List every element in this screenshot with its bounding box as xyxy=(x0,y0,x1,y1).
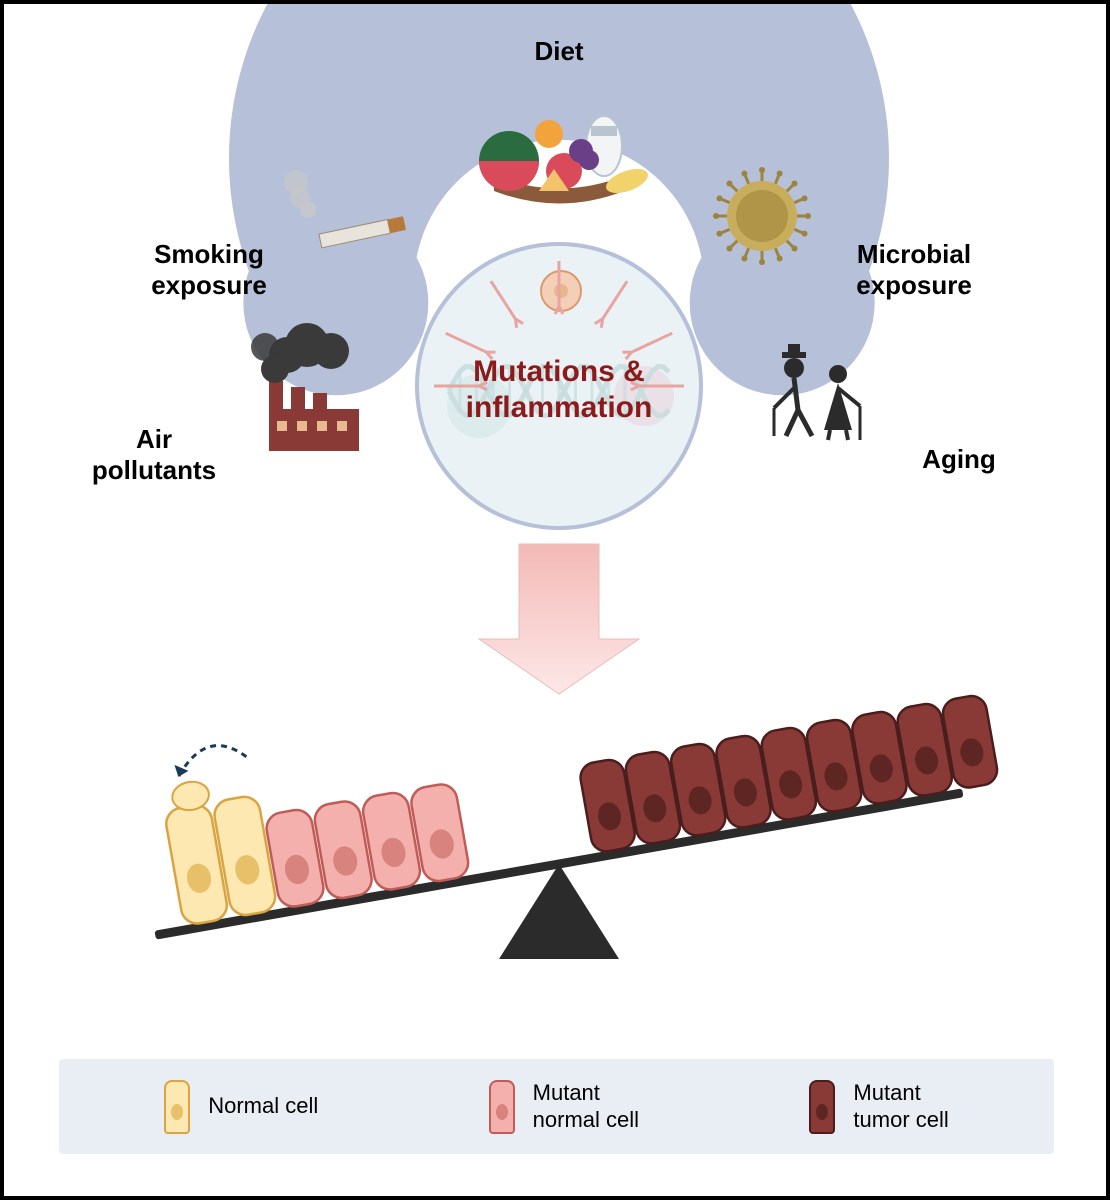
legend: Normal cell Mutant normal cell Mutant tu… xyxy=(59,1059,1054,1154)
central-label-line1: Mutations & xyxy=(473,355,645,388)
figure-frame: Mutations & inflammation Diet Smoking exp… xyxy=(0,0,1110,1200)
legend-label-normal: Normal cell xyxy=(208,1093,318,1119)
legend-label-mutant-tumor: Mutant tumor cell xyxy=(853,1080,948,1133)
legend-swatch-mutant-normal xyxy=(489,1080,515,1134)
down-arrow xyxy=(479,544,639,694)
central-label: Mutations & inflammation xyxy=(424,354,694,426)
legend-swatch-mutant-tumor xyxy=(809,1080,835,1134)
central-label-line2: inflammation xyxy=(466,391,653,424)
legend-item-mutant-tumor: Mutant tumor cell xyxy=(809,1080,948,1134)
factor-label-smoking: Smoking exposure xyxy=(99,239,319,301)
division-arrow xyxy=(174,746,246,777)
factor-label-microbial: Microbial exposure xyxy=(804,239,1024,301)
seesaw-graphic xyxy=(130,643,1001,959)
factor-label-diet: Diet xyxy=(449,36,669,67)
legend-label-mutant-normal: Mutant normal cell xyxy=(533,1080,639,1133)
canvas: Mutations & inflammation Diet Smoking exp… xyxy=(4,4,1110,1204)
factor-icon-microbial xyxy=(713,167,811,265)
legend-item-mutant-normal: Mutant normal cell xyxy=(489,1080,639,1134)
factor-label-air: Air pollutants xyxy=(44,424,264,486)
legend-item-normal: Normal cell xyxy=(164,1080,318,1134)
diagram-svg xyxy=(4,4,1110,1204)
factor-label-aging: Aging xyxy=(849,444,1069,475)
legend-swatch-normal xyxy=(164,1080,190,1134)
